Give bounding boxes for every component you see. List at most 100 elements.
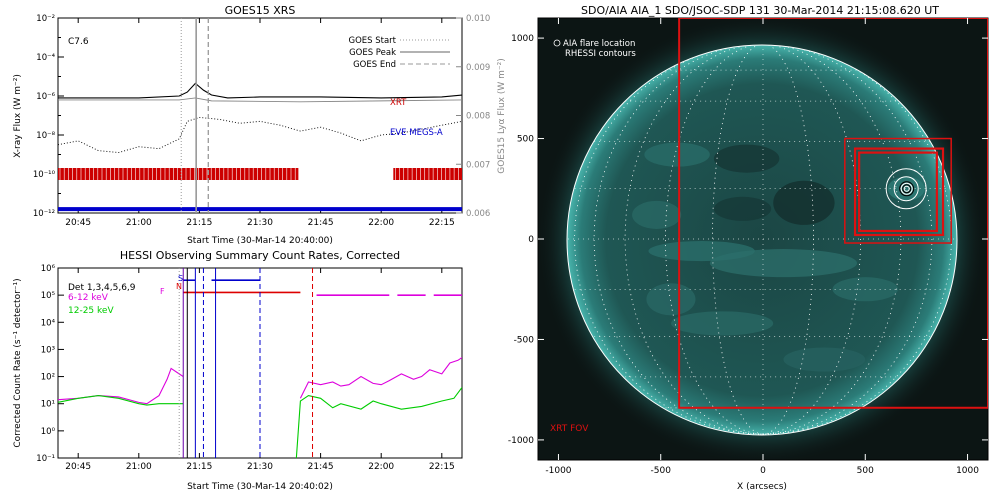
inner-fov-box xyxy=(853,147,945,237)
hessi-y-tick-label: 10⁵ xyxy=(41,291,55,301)
hessi-x-tick-label: 21:00 xyxy=(126,462,152,472)
xrt-label: XRT xyxy=(390,98,407,108)
hessi-series-line xyxy=(295,387,462,458)
goes-right-tick-label: 0.009 xyxy=(466,63,490,73)
goes-y-tick-label: 10⁻⁴ xyxy=(36,53,55,63)
rhessi-contour xyxy=(902,184,912,194)
goes-series-line xyxy=(58,97,462,103)
hessi-x-tick-label: 22:00 xyxy=(368,462,394,472)
goes-legend: GOES Start GOES Peak GOES End xyxy=(348,36,450,70)
hessi-y-tick-label: 10⁶ xyxy=(41,264,56,274)
flag-letter-f: F xyxy=(160,287,165,296)
goes-x-tick-label: 20:45 xyxy=(65,218,91,228)
xrt-coverage-bar xyxy=(58,168,299,180)
aia-x-tick-label: -1000 xyxy=(545,466,571,476)
xrt-fov-box xyxy=(678,18,988,409)
legend-aia-flare: AIA flare location xyxy=(563,39,635,49)
flare-location-circle xyxy=(885,168,927,210)
inner-fov-box xyxy=(858,151,938,233)
goes-y-tick-label: 10⁻¹² xyxy=(33,209,55,219)
aia-legend: AIA flare location RHESSI contours xyxy=(553,39,636,59)
aia-y-tick-label: -500 xyxy=(514,335,535,345)
hessi-x-tick-label: 22:15 xyxy=(429,462,455,472)
goes-plot-area xyxy=(58,18,462,213)
goes-plot-frame xyxy=(57,17,463,214)
hessi-panel: HESSI Observing Summary Count Rates, Cor… xyxy=(13,249,463,492)
fov-boxes xyxy=(678,18,988,409)
eve-label: EVE MEGS-A xyxy=(390,128,443,138)
legend-6-12kev: 6-12 keV xyxy=(68,293,109,303)
hessi-legend: Det 1,3,4,5,6,9 6-12 keV 12-25 keV xyxy=(68,283,136,316)
goes-x-tick-label: 22:15 xyxy=(429,218,455,228)
hessi-y-tick-label: 10² xyxy=(41,373,55,383)
goes-ylabel: X-ray Flux (W m⁻²) xyxy=(13,74,23,158)
longitude-line xyxy=(712,45,814,435)
hessi-y-tick-label: 10⁰ xyxy=(41,427,56,437)
aia-title: SDO/AIA AIA_1 SDO/JSOC-SDP 131 30-Mar-20… xyxy=(581,4,939,17)
longitude-line xyxy=(665,45,861,435)
goes-x-tick-label: 21:00 xyxy=(126,218,152,228)
disk-features xyxy=(632,142,925,372)
hessi-xlabel: Start Time (30-Mar-14 20:40:02) xyxy=(187,482,333,492)
disk-feature xyxy=(646,283,696,316)
aia-x-tick-label: 500 xyxy=(857,466,874,476)
goes-flare-class: C7.6 xyxy=(68,37,89,47)
goes-y-tick-label: 10⁻⁸ xyxy=(36,131,55,141)
aia-panel: SDO/AIA AIA_1 SDO/JSOC-SDP 131 30-Mar-20… xyxy=(508,4,989,492)
aia-xlabel: X (arcsecs) xyxy=(737,482,787,492)
legend-goes-end: GOES End xyxy=(353,60,396,70)
solar-disk xyxy=(567,45,957,435)
legend-rhessi: RHESSI contours xyxy=(565,49,636,59)
goes-x-tick-label: 21:45 xyxy=(308,218,334,228)
goes-series-line xyxy=(58,116,462,154)
flag-letter-n: N xyxy=(176,282,182,291)
disk-feature xyxy=(773,180,835,225)
goes-axes: 20:45 21:00 21:15 21:30 21:45 22:00 22:15 10⁻¹²… xyxy=(33,14,490,228)
disk-feature xyxy=(783,347,866,372)
goes-y-tick-label: 10⁻² xyxy=(36,14,55,24)
hessi-y-tick-label: 10⁴ xyxy=(41,318,56,328)
rhessi-contour xyxy=(903,185,910,192)
hessi-x-tick-label: 21:30 xyxy=(247,462,273,472)
legend-goes-peak: GOES Peak xyxy=(349,48,396,58)
hessi-series-line xyxy=(58,395,184,406)
goes-right-tick-label: 0.006 xyxy=(466,209,490,219)
solar-limb xyxy=(566,44,958,436)
disk-feature xyxy=(887,176,925,201)
hessi-title: HESSI Observing Summary Count Rates, Cor… xyxy=(120,249,400,262)
hessi-y-tick-label: 10¹ xyxy=(41,400,55,410)
hessi-plot-area xyxy=(58,268,462,458)
flare-location-marker-icon xyxy=(553,39,561,47)
flag-letter-s: S xyxy=(178,274,183,283)
goes-x-tick-label: 22:00 xyxy=(368,218,394,228)
goes-right-tick-label: 0.008 xyxy=(466,112,490,122)
disk-feature xyxy=(670,311,774,336)
flare-inner-circle xyxy=(893,176,919,202)
aia-x-tick-label: 0 xyxy=(760,466,766,476)
rhessi-contour xyxy=(900,182,913,195)
disk-feature xyxy=(713,196,772,221)
hessi-ylabel: Corrected Count Rate (s⁻¹ detector⁻¹) xyxy=(13,278,23,447)
goes-xlabel: Start Time (30-Mar-14 20:40:00) xyxy=(187,236,333,246)
hessi-x-tick-label: 21:15 xyxy=(186,462,212,472)
legend-goes-start: GOES Start xyxy=(348,36,396,46)
legend-12-25kev: 12-25 keV xyxy=(68,306,114,316)
goes-y-tick-label: 10⁻¹⁰ xyxy=(33,170,56,180)
xrt-coverage-bar xyxy=(393,168,462,180)
goes-series-line xyxy=(58,82,462,99)
goes-y-tick-label: 10⁻⁶ xyxy=(36,92,55,102)
goes-right-tick-label: 0.010 xyxy=(466,14,490,24)
aia-image xyxy=(538,18,988,460)
goes-right-tick-label: 0.007 xyxy=(466,160,490,170)
hessi-x-tick-label: 21:45 xyxy=(308,462,334,472)
goes-panel: GOES15 XRS C7.6 20:45 21:00 21:15 21:30 21:4… xyxy=(13,4,507,246)
aia-x-tick-label: 1000 xyxy=(956,466,979,476)
aia-y-tick-label: 500 xyxy=(517,135,534,145)
hessi-axes: 20:45 21:00 21:15 21:30 21:45 22:00 22:15 10⁻¹ 1… xyxy=(36,264,454,472)
inner-fov-box xyxy=(844,137,952,244)
legend-detectors: Det 1,3,4,5,6,9 xyxy=(68,283,136,293)
goes-title: GOES15 XRS xyxy=(225,4,296,17)
goes-x-tick-label: 21:15 xyxy=(186,218,212,228)
xrt-fov-label: XRT FOV xyxy=(550,424,589,434)
